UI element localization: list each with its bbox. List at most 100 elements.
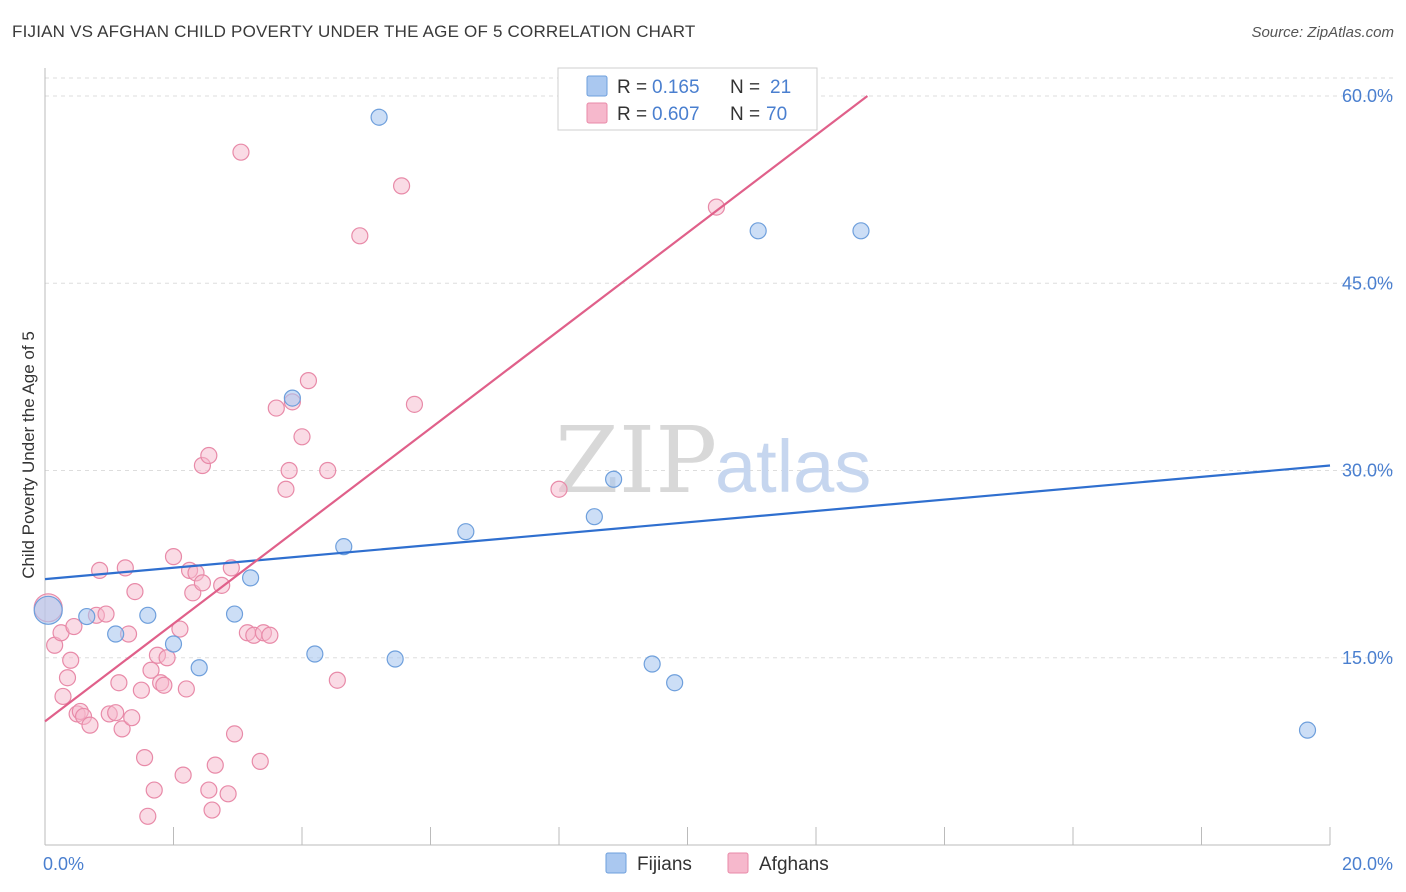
point-fijians-6 [225,605,244,623]
data-points [33,108,1317,825]
point-afghans-48 [232,143,250,161]
legend-r-label-fijians: R = [617,77,647,98]
legend-r-value-afghans: 0.607 [652,104,700,125]
point-afghans-65 [550,480,568,498]
point-afghans-64 [405,395,424,413]
legend-r-value-fijians: 0.165 [652,77,700,98]
point-afghans-45 [219,785,237,803]
bottom-legend-swatch-fijians [605,852,627,874]
point-afghans-24 [139,807,157,825]
point-afghans-60 [319,461,337,480]
point-afghans-58 [293,428,311,446]
point-afghans-41 [200,781,218,799]
point-afghans-42 [203,801,221,819]
point-fijians-10 [335,538,353,556]
point-fijians-14 [585,508,603,526]
point-afghans-29 [155,676,173,694]
legend-r-label-afghans: R = [617,104,647,125]
point-afghans-25 [142,661,160,679]
point-afghans-17 [113,720,131,738]
point-fijians-8 [283,389,301,407]
trend-line-afghans [44,95,869,723]
tick-labels: 15.0% 30.0% 45.0% 60.0% 0.0% 20.0% [43,86,1393,874]
trend-line-fijians [44,464,1331,581]
legend-n-value-afghans: 70 [766,104,787,125]
point-afghans-43 [206,756,224,774]
point-afghans-54 [267,399,285,417]
point-afghans-33 [174,766,192,784]
point-afghans-55 [277,480,295,498]
x-tick-label-1: 20.0% [1342,854,1393,874]
y-axis-label: Child Poverty Under the Age of 5 [19,331,38,579]
point-afghans-12 [91,561,109,579]
point-afghans-66 [707,198,726,216]
legend-swatch-fijians [586,75,608,97]
point-fijians-15 [605,470,623,488]
point-afghans-13 [97,605,115,623]
point-afghans-32 [171,620,189,638]
point-fijians-18 [749,222,767,240]
point-afghans-40 [200,446,218,465]
legend-n-label-afghans: N = [730,104,760,125]
y-tick-label-3: 60.0% [1342,86,1393,106]
y-tick-label-1: 30.0% [1342,461,1393,481]
point-afghans-56 [280,461,298,480]
point-afghans-30 [158,649,176,667]
point-afghans-20 [123,709,141,727]
watermark-zip: ZIP [555,407,717,514]
point-afghans-51 [251,752,269,770]
axes [44,68,1331,846]
y-tick-label-2: 45.0% [1342,273,1393,293]
point-afghans-22 [132,681,150,699]
point-afghans-61 [328,671,346,689]
source-label: Source: ZipAtlas.com [1251,24,1394,41]
point-fijians-17 [666,674,684,692]
y-tick-label-0: 15.0% [1342,648,1393,668]
point-fijians-4 [164,635,183,653]
bottom-legend-swatch-afghans [727,852,749,874]
point-afghans-63 [392,177,411,195]
point-afghans-10 [81,716,99,734]
bottom-legend-label-afghans: Afghans [759,854,829,875]
point-fijians-0 [33,595,63,625]
point-fijians-3 [139,606,157,624]
watermark-atlas: atlas [715,425,871,508]
legend-series: Fijians Afghans [605,852,829,875]
point-afghans-26 [145,781,163,799]
legend-n-label-fijians: N = [730,77,760,98]
point-afghans-34 [177,680,195,698]
point-afghans-4 [58,669,77,687]
point-fijians-13 [457,523,475,541]
point-fijians-7 [242,569,260,587]
point-fijians-12 [386,650,404,668]
point-afghans-6 [65,617,83,636]
point-afghans-5 [62,651,80,669]
legend-stats: R = 0.165 N = 21 R = 0.607 N = 70 [557,67,818,131]
point-afghans-62 [351,227,369,245]
point-fijians-19 [852,222,870,240]
legend-n-value-fijians: 21 [770,77,791,98]
point-afghans-31 [164,548,183,566]
point-fijians-5 [190,659,208,677]
point-fijians-9 [306,645,324,663]
point-afghans-21 [126,582,144,601]
point-afghans-59 [299,372,318,390]
watermark: ZIP atlas [555,407,871,514]
point-fijians-20 [1298,721,1317,739]
x-tick-label-0: 0.0% [43,854,84,874]
legend-swatch-afghans [586,102,608,124]
point-afghans-53 [261,626,279,644]
chart-title: FIJIAN VS AFGHAN CHILD POVERTY UNDER THE… [12,22,696,41]
point-fijians-16 [643,655,661,673]
point-afghans-16 [110,674,128,692]
point-afghans-47 [225,725,244,743]
bottom-legend-label-fijians: Fijians [637,854,692,875]
point-fijians-1 [78,607,96,626]
point-afghans-3 [54,687,72,706]
trend-lines [44,95,1331,723]
point-fijians-2 [107,625,125,643]
point-afghans-23 [135,749,154,767]
point-afghans-15 [107,704,125,722]
point-afghans-38 [193,574,212,592]
